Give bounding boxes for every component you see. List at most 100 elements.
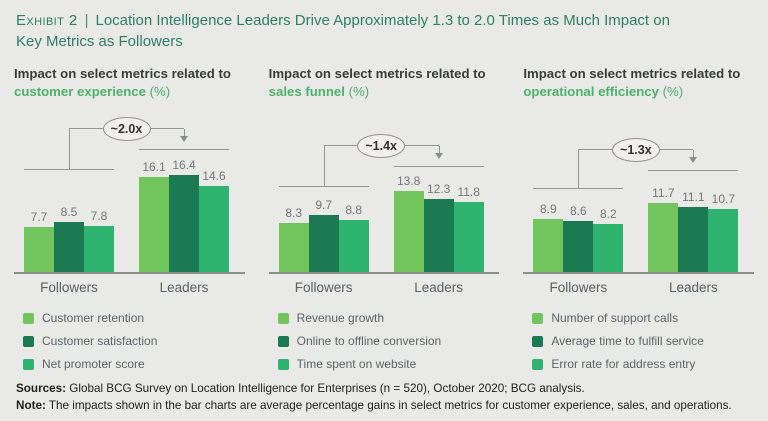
bar-average-time-to-fulfill-service: 8.6: [563, 204, 594, 272]
panel-heading-line1: Impact on select metrics related to: [14, 66, 231, 81]
multiplier-badge: ~1.3x: [611, 138, 660, 162]
panel-customer-experience: Impact on select metrics related to cust…: [14, 65, 245, 371]
bar-group-followers: 8.9 8.6 8.2: [533, 202, 624, 272]
legend-swatch: [277, 335, 289, 347]
bar-value-label: 8.3: [285, 206, 303, 220]
down-arrow-icon: [689, 157, 698, 163]
bar-revenue-growth: 13.8: [393, 174, 424, 272]
bar-value-label: 7.8: [90, 209, 108, 223]
bar-time-spent-on-website: 8.8: [338, 203, 369, 272]
bar-value-label: 7.7: [30, 210, 48, 224]
bar-number-of-support-calls: 11.7: [648, 186, 679, 272]
legend-swatch: [532, 335, 544, 347]
down-arrow-icon: [180, 136, 188, 142]
bar-net-promoter-score: 14.6: [199, 169, 229, 272]
bracket-left-riser: [578, 150, 580, 189]
group-overline: [139, 149, 229, 150]
down-arrow-icon: [434, 153, 443, 159]
axis-labels: Followers Leaders: [523, 279, 754, 301]
legend-label: Net promoter score: [42, 357, 145, 371]
legend-item: Revenue growth: [277, 311, 500, 325]
sources-text: Global BCG Survey on Location Intelligen…: [66, 382, 585, 395]
legend-item: Customer retention: [23, 311, 245, 325]
panel-operational-efficiency: Impact on select metrics related to oper…: [523, 65, 755, 371]
bar-revenue-growth: 8.3: [278, 206, 309, 272]
footer-notes: Sources: Global BCG Survey on Location I…: [16, 380, 752, 414]
bar-value-label: 11.1: [682, 190, 705, 204]
bar-chart-customer-experience: 7.7 8.5 7.8 16.1 16.4 14.6 ~2.0x: [14, 112, 245, 274]
panel-heading-line2: sales funnel (%): [268, 84, 370, 99]
bar-chart-sales-funnel: 8.3 9.7 8.8 13.8 12.3 11.8 ~1.4x: [268, 112, 500, 274]
legend-item: Online to offline conversion: [277, 334, 500, 348]
panel-heading: Impact on select metrics related to cust…: [14, 65, 245, 101]
bar-group-leaders: 13.8 12.3 11.8: [393, 174, 484, 272]
panels-row: Impact on select metrics related to cust…: [0, 65, 768, 371]
axis-label-leaders: Leaders: [159, 280, 209, 295]
panel-heading-line1: Impact on select metrics related to: [268, 66, 486, 81]
bar-value-label: 16.4: [172, 158, 196, 172]
bar-error-rate-for-address-entry: 8.2: [593, 207, 624, 272]
bar-chart-operational-efficiency: 8.9 8.6 8.2 11.7 11.1 10.7 ~1.3x: [523, 112, 755, 274]
bar-value-label: 8.8: [345, 203, 363, 217]
legend-swatch: [277, 312, 289, 324]
bar-value-label: 14.6: [202, 169, 226, 183]
legend-swatch: [23, 335, 34, 347]
bar-value-label: 8.9: [540, 202, 557, 216]
axis-label-followers: Followers: [294, 280, 353, 295]
legend-label: Error rate for address entry: [551, 357, 696, 371]
bar-group-leaders: 16.1 16.4 14.6: [139, 158, 229, 272]
bracket-right-drop: [693, 150, 695, 158]
bar-online-to-offline-conversion: 9.7: [308, 198, 339, 272]
panel-heading-line2: operational efficiency (%): [523, 84, 684, 99]
bar-error-rate-for-address-entry: 10.7: [708, 192, 739, 272]
panel-heading: Impact on select metrics related to sale…: [269, 65, 500, 101]
note-label: Note:: [16, 399, 46, 412]
multiplier-badge: ~2.0x: [102, 117, 151, 141]
axis-labels: Followers Leaders: [14, 279, 245, 301]
panel-heading: Impact on select metrics related to oper…: [523, 65, 754, 101]
exhibit-title: Exhibit 2 | Location Intelligence Leaders …: [0, 0, 690, 52]
bar-value-label: 11.8: [457, 185, 480, 199]
sources-label: Sources:: [16, 382, 67, 395]
bracket-left-riser: [69, 129, 70, 170]
bracket-left-riser: [323, 146, 325, 187]
bar-customer-retention: 16.1: [139, 160, 169, 272]
legend-label: Time spent on website: [296, 357, 417, 371]
legend-item: Time spent on website: [277, 357, 500, 371]
legend-label: Revenue growth: [296, 311, 385, 325]
legend-customer-experience: Customer retention Customer satisfaction…: [14, 311, 245, 371]
legend-swatch: [23, 358, 34, 370]
bar-group-leaders: 11.7 11.1 10.7: [648, 186, 739, 272]
bar-value-label: 8.6: [570, 204, 587, 218]
axis-label-followers: Followers: [40, 280, 98, 295]
bracket-right-drop: [184, 129, 185, 137]
bar-number-of-support-calls: 8.9: [533, 202, 564, 272]
panel-heading-line2: customer experience (%): [14, 84, 171, 99]
legend-swatch: [532, 358, 544, 370]
title-separator: |: [84, 12, 89, 29]
legend-label: Average time to fulfill service: [551, 334, 704, 348]
sources-line: Sources: Global BCG Survey on Location I…: [16, 380, 752, 397]
note-line: Note: The impacts shown in the bar chart…: [16, 397, 752, 414]
axis-label-leaders: Leaders: [414, 280, 464, 295]
bar-value-label: 11.7: [652, 186, 675, 200]
panel-heading-line1: Impact on select metrics related to: [523, 66, 741, 81]
bar-net-promoter-score: 7.8: [84, 209, 114, 272]
bar-customer-retention: 7.7: [24, 210, 54, 272]
bar-group-followers: 7.7 8.5 7.8: [24, 205, 114, 272]
legend-item: Number of support calls: [532, 311, 754, 325]
legend-swatch: [23, 312, 34, 324]
bar-average-time-to-fulfill-service: 11.1: [678, 190, 709, 272]
bar-value-label: 13.8: [396, 174, 421, 188]
legend-item: Error rate for address entry: [532, 357, 754, 371]
legend-operational-efficiency: Number of support calls Average time to …: [523, 311, 754, 371]
group-overline: [393, 166, 484, 167]
bar-value-label: 10.7: [711, 192, 736, 206]
legend-swatch: [532, 312, 544, 324]
bar-value-label: 12.3: [426, 182, 451, 196]
legend-sales-funnel: Revenue growth Online to offline convers…: [269, 311, 500, 371]
bar-customer-satisfaction: 8.5: [54, 205, 84, 272]
group-overline: [648, 170, 739, 171]
legend-item: Customer satisfaction: [23, 334, 245, 348]
bar-time-spent-on-website: 11.8: [453, 185, 484, 272]
